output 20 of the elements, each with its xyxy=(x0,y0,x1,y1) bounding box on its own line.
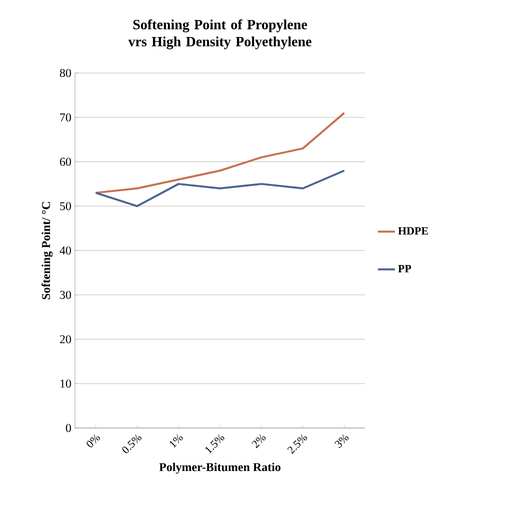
y-tick-label: 70 xyxy=(60,113,71,122)
y-tick-label: 0 xyxy=(66,424,71,432)
x-axis-title: Polymer-Bitumen Ratio xyxy=(159,462,280,474)
x-tick-label: 2% xyxy=(252,434,266,448)
chart-title: Softening Point of Propylene vrs High Density Polyethylene xyxy=(128,19,312,50)
y-tick-label: 60 xyxy=(60,158,71,166)
y-tick-label: 40 xyxy=(60,246,71,255)
y-tick-label: 50 xyxy=(60,202,71,210)
legend-label: PP xyxy=(398,265,412,272)
y-tick-label: 20 xyxy=(60,335,71,344)
line-series xyxy=(94,112,346,194)
y-axis-title: Softening Point/ °C xyxy=(41,202,53,300)
y-tick-label: 30 xyxy=(60,290,71,299)
y-tick-label: 80 xyxy=(60,68,71,78)
x-tick-label: 1% xyxy=(170,434,183,448)
legend-label: HDPE xyxy=(398,227,428,235)
x-tick-label: 0% xyxy=(86,434,100,448)
x-tick-label: 3% xyxy=(334,434,349,448)
y-tick-label: 10 xyxy=(60,380,71,388)
line-series xyxy=(94,170,346,208)
